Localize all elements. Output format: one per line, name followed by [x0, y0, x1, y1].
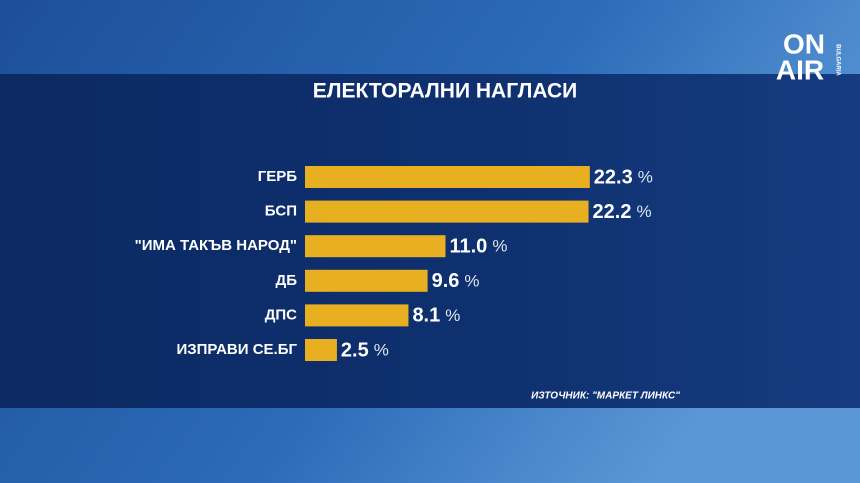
value-label: 11.0 [449, 235, 487, 257]
value-label: 2.5 [341, 339, 369, 361]
bar [305, 304, 409, 327]
source: ИЗТОЧНИК: "МАРКЕТ ЛИНКС" [531, 391, 680, 402]
category-label: "ИМА ТАКЪВ НАРОД" [135, 237, 297, 254]
chart-title: ЕЛЕКТОРАЛНИ НАГЛАСИ [313, 80, 578, 103]
category-label: ГЕРБ [258, 168, 298, 185]
unit-label: % [445, 306, 460, 325]
unit-label: % [464, 271, 479, 290]
unit-label: % [492, 237, 507, 256]
bar [305, 166, 590, 188]
unit-label: % [638, 167, 653, 186]
bar [305, 339, 337, 361]
bar [305, 235, 446, 258]
bar [305, 269, 428, 292]
value-label: 22.3 [594, 166, 633, 188]
value-label: 22.2 [593, 201, 632, 223]
unit-label: % [374, 340, 389, 359]
logo-air: AIR [776, 54, 824, 85]
logo-sub: BULGARIA [834, 44, 840, 76]
category-label: ДПС [265, 306, 297, 323]
value-label: 8.1 [412, 305, 440, 327]
category-label: БСП [265, 203, 297, 220]
logo-on: ON [783, 28, 825, 59]
bar [305, 200, 589, 223]
value-label: 9.6 [432, 270, 460, 292]
category-label: ИЗПРАВИ СЕ.БГ [176, 341, 297, 358]
unit-label: % [636, 202, 651, 221]
category-label: ДБ [276, 272, 298, 289]
